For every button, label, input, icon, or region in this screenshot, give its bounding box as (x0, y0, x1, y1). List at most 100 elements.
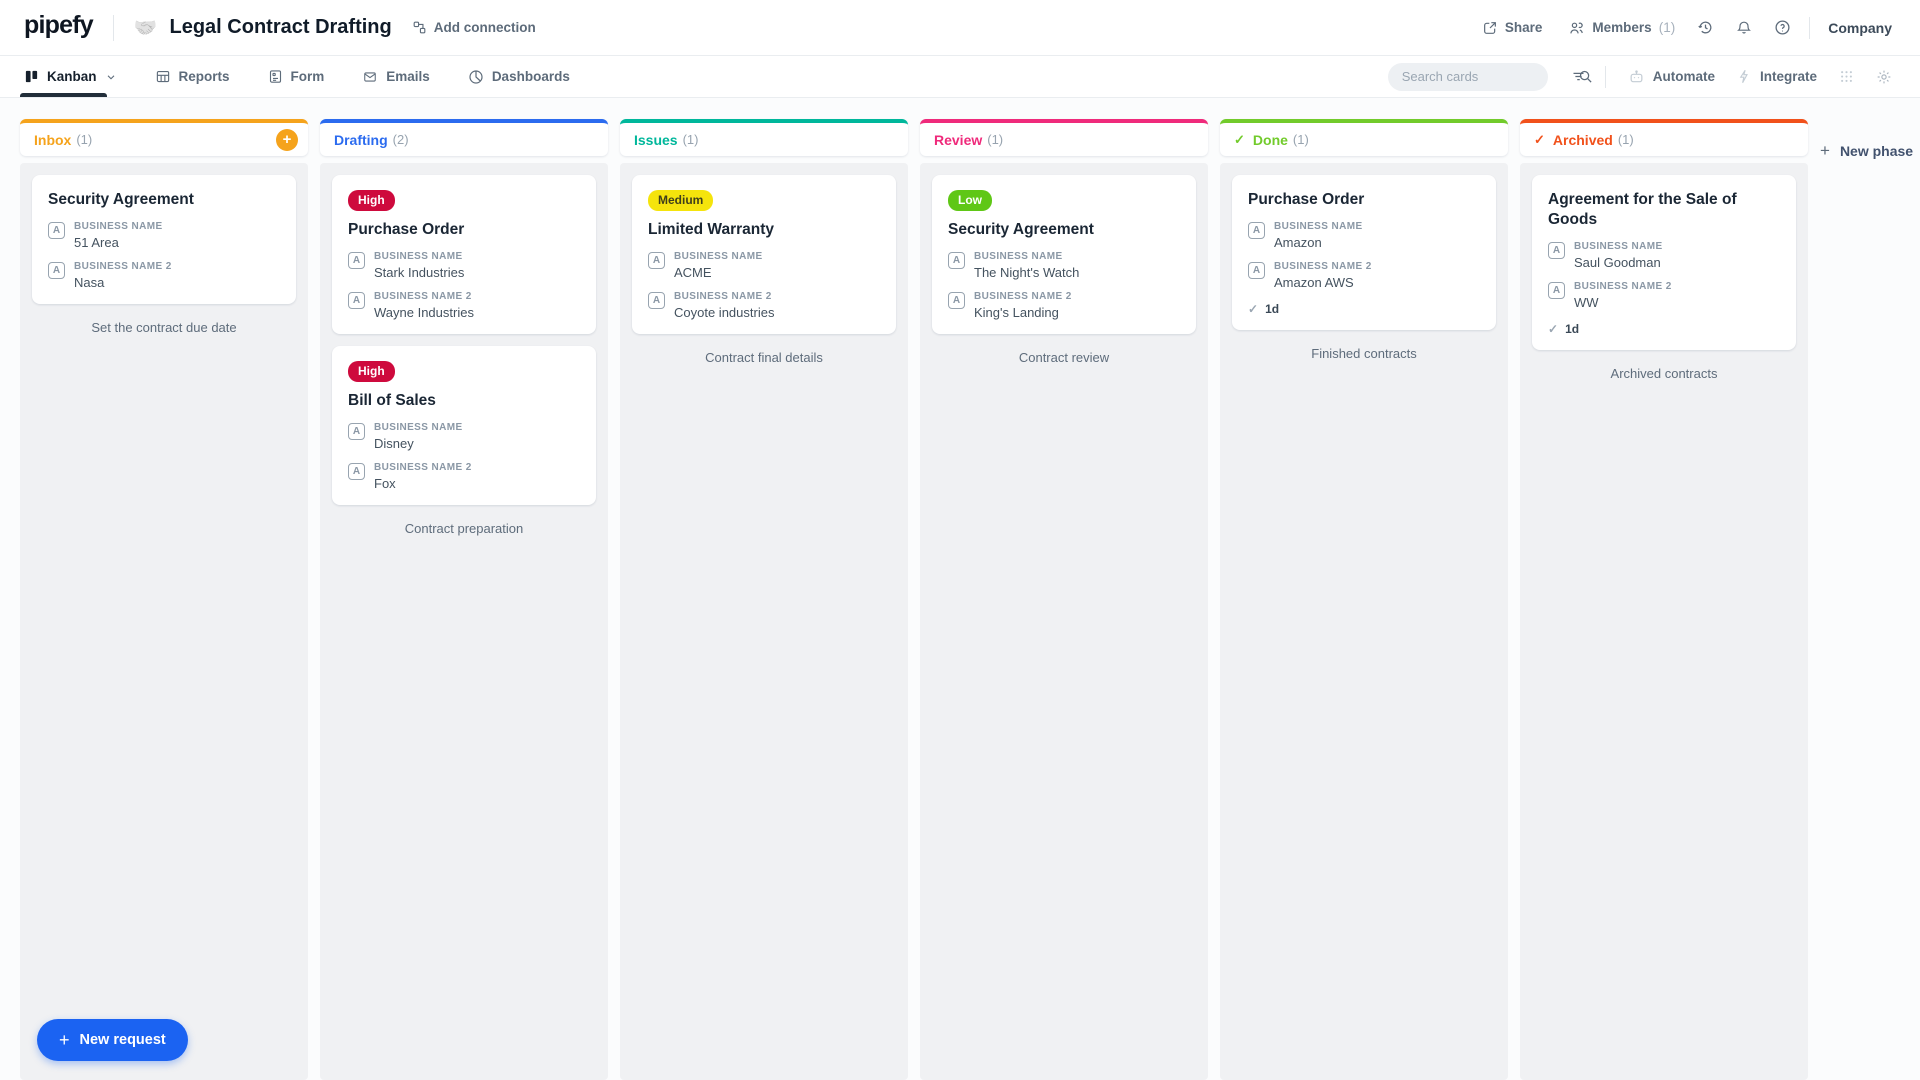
phase-header[interactable]: ✓ Archived (1) (1520, 119, 1808, 156)
tab-emails[interactable]: Emails (362, 56, 430, 97)
text-field-icon: A (948, 252, 965, 270)
plus-icon: + (59, 1029, 70, 1050)
help-icon[interactable] (1774, 19, 1791, 36)
card-fields: A BUSINESS NAME Amazon A BUSINESS NAME 2… (1248, 221, 1480, 290)
card-fields: A BUSINESS NAME Saul Goodman A BUSINESS … (1548, 241, 1780, 310)
field-label: BUSINESS NAME 2 (974, 291, 1072, 303)
field-label: BUSINESS NAME (374, 251, 463, 263)
kanban-column: Drafting (2) High Purchase Order A BUSIN… (320, 119, 608, 1080)
phase-header[interactable]: Issues (1) (620, 119, 908, 156)
field-value: 51 Area (74, 235, 119, 251)
priority-badge: Low (948, 190, 992, 211)
card-field: A BUSINESS NAME Amazon (1248, 221, 1480, 250)
new-request-button[interactable]: + New request (37, 1019, 188, 1061)
automate-button[interactable]: Automate (1628, 69, 1715, 85)
card-field: A BUSINESS NAME The Night's Watch (948, 251, 1180, 280)
phase-card-count: (1) (682, 132, 699, 147)
robot-icon (1628, 69, 1645, 85)
kanban-card[interactable]: Purchase Order A BUSINESS NAME Amazon A … (1232, 175, 1496, 331)
divider (1809, 16, 1811, 39)
tab-form[interactable]: Form (268, 56, 324, 97)
kanban-card[interactable]: Agreement for the Sale of Goods A BUSINE… (1532, 175, 1796, 351)
phase-lane: Medium Limited Warranty A BUSINESS NAME … (620, 163, 908, 1080)
apps-grid-icon[interactable] (1839, 69, 1854, 84)
phase-name: Review (934, 131, 983, 148)
kanban-card[interactable]: Medium Limited Warranty A BUSINESS NAME … (632, 175, 896, 335)
card-title: Purchase Order (348, 221, 465, 238)
phase-cards: Low Security Agreement A BUSINESS NAME T… (932, 175, 1196, 335)
phase-cards: High Purchase Order A BUSINESS NAME Star… (332, 175, 596, 506)
text-field-icon: A (1248, 262, 1265, 280)
pipefy-logo[interactable]: pipefy (24, 11, 94, 39)
divider (112, 14, 114, 41)
kanban-board: Inbox (1) + Security Agreement A BUSINES… (0, 99, 1920, 1080)
card-field: A BUSINESS NAME Stark Industries (348, 251, 580, 280)
phase-helper-text: Contract review (1018, 350, 1110, 366)
members-button[interactable]: Members (1) (1568, 20, 1675, 36)
phase-lane: Low Security Agreement A BUSINESS NAME T… (920, 163, 1208, 1080)
phase-card-count: (1) (76, 132, 93, 147)
add-connection-button[interactable]: Add connection (412, 20, 536, 35)
activity-history-icon[interactable] (1697, 19, 1714, 36)
share-button[interactable]: Share (1482, 20, 1542, 36)
check-icon: ✓ (1548, 322, 1559, 337)
phase-helper-text: Archived contracts (1610, 366, 1718, 382)
filter-button[interactable] (1570, 69, 1587, 84)
search-input[interactable] (1401, 69, 1578, 84)
settings-gear-icon[interactable] (1876, 69, 1892, 85)
field-label: BUSINESS NAME 2 (374, 462, 472, 474)
phase-header[interactable]: Inbox (1) + (20, 119, 308, 156)
kanban-card[interactable]: Security Agreement A BUSINESS NAME 51 Ar… (32, 175, 296, 305)
priority-badge: High (348, 361, 395, 383)
add-card-button[interactable]: + (276, 128, 298, 151)
plug-icon (1737, 69, 1752, 84)
handshake-icon: 🤝 (133, 17, 158, 39)
card-field: A BUSINESS NAME ACME (648, 251, 880, 280)
card-fields: A BUSINESS NAME The Night's Watch A BUSI… (948, 251, 1180, 320)
field-label: BUSINESS NAME 2 (374, 291, 472, 303)
tab-kanban[interactable]: Kanban (20, 56, 117, 97)
integrate-button[interactable]: Integrate (1737, 69, 1817, 84)
field-label: BUSINESS NAME 2 (74, 261, 172, 273)
kanban-card[interactable]: Low Security Agreement A BUSINESS NAME T… (932, 175, 1196, 335)
phase-header[interactable]: Review (1) (920, 119, 1208, 156)
company-switcher[interactable]: Company (1828, 19, 1892, 36)
text-field-icon: A (48, 262, 65, 280)
text-field-icon: A (348, 423, 365, 441)
card-field: A BUSINESS NAME 2 King's Landing (948, 291, 1180, 320)
phase-card-count: (1) (1292, 132, 1309, 147)
text-field-icon: A (648, 292, 665, 310)
kanban-column: ✓ Done (1) Purchase Order A BUSINESS NAM… (1220, 119, 1508, 1080)
card-title: Limited Warranty (648, 221, 775, 238)
phase-helper-text: Finished contracts (1311, 346, 1417, 362)
field-label: BUSINESS NAME (1574, 241, 1663, 253)
phase-name: Done (1252, 131, 1288, 148)
field-value: Nasa (74, 275, 105, 291)
card-due: ✓ 1d (1248, 302, 1480, 316)
search-cards[interactable] (1387, 62, 1592, 91)
card-fields: A BUSINESS NAME ACME A BUSINESS NAME 2 C… (648, 251, 880, 320)
search-icon (1578, 69, 1593, 84)
view-tab-bar: Kanban Reports Form (0, 56, 1920, 98)
phase-helper-text: Set the contract due date (91, 320, 237, 336)
card-field: A BUSINESS NAME 2 Nasa (48, 261, 280, 290)
field-label: BUSINESS NAME (1274, 221, 1363, 233)
phase-card-count: (1) (1617, 132, 1634, 147)
text-field-icon: A (948, 292, 965, 310)
kanban-card[interactable]: High Bill of Sales A BUSINESS NAME Disne… (332, 346, 596, 506)
card-title: Security Agreement (948, 221, 1094, 238)
phase-header[interactable]: ✓ Done (1) (1220, 119, 1508, 156)
phase-header[interactable]: Drafting (2) (320, 119, 608, 156)
phase-cards: Security Agreement A BUSINESS NAME 51 Ar… (32, 175, 296, 305)
notifications-bell-icon[interactable] (1736, 19, 1752, 36)
check-icon: ✓ (1248, 302, 1259, 317)
card-fields: A BUSINESS NAME Disney A BUSINESS NAME 2… (348, 422, 580, 491)
kanban-card[interactable]: High Purchase Order A BUSINESS NAME Star… (332, 175, 596, 335)
text-field-icon: A (348, 463, 365, 481)
tab-reports[interactable]: Reports (155, 56, 230, 97)
phase-check-icon: ✓ (1234, 131, 1245, 147)
new-phase-button[interactable]: + New phase (1820, 141, 1914, 160)
divider (1604, 65, 1606, 88)
tab-dashboards[interactable]: Dashboards (468, 56, 570, 97)
priority-badge: High (348, 190, 395, 211)
